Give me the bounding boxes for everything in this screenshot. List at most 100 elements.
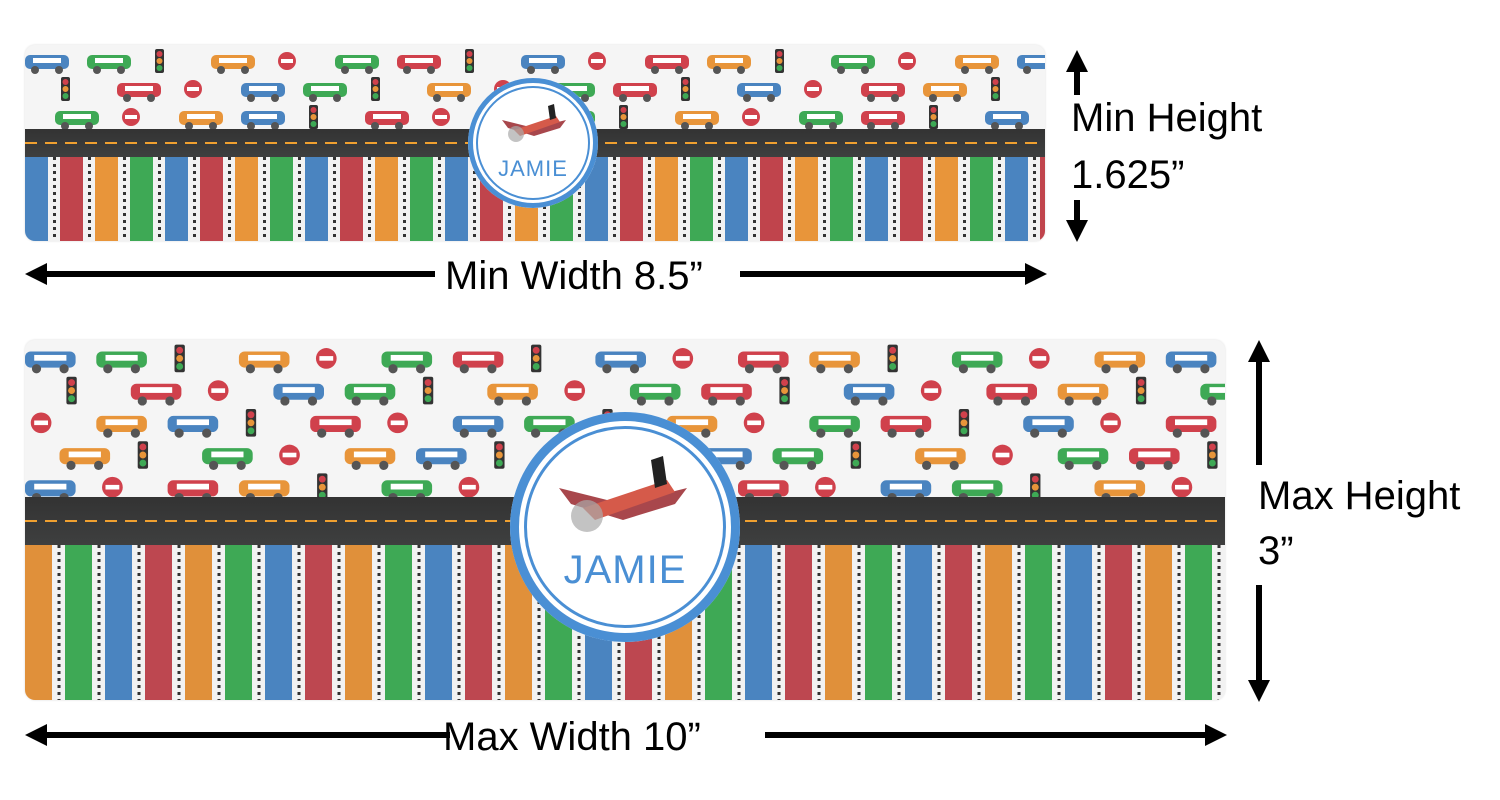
vehicle-icon [1023, 415, 1074, 438]
vehicle-icon [309, 105, 318, 129]
max-height-label: Max Height [1258, 474, 1461, 518]
vehicle-icon [25, 55, 69, 74]
vehicle-icon [1165, 351, 1217, 374]
vehicle-icon [416, 448, 467, 470]
vehicle-icon [310, 415, 361, 438]
vehicle-icon [335, 55, 379, 74]
airplane-icon [559, 456, 687, 532]
vehicle-icon [804, 80, 822, 98]
vehicle-icon [381, 351, 433, 374]
vehicle-icon [315, 348, 337, 369]
vehicle-icon [1094, 480, 1146, 497]
vehicle-icon [155, 49, 164, 73]
vehicle-icon [1017, 55, 1045, 74]
vehicle-icon [494, 441, 505, 469]
vehicle-icon [387, 412, 408, 434]
vehicle-icon [1165, 415, 1217, 438]
vehicle-icon [775, 49, 784, 73]
vehicle-icon [174, 344, 185, 373]
name-badge: JAMIE [510, 412, 740, 642]
vehicle-icon [742, 108, 760, 126]
vehicle-icon [179, 111, 223, 129]
vehicle-icon [595, 351, 646, 374]
vehicle-icon [167, 415, 219, 438]
vehicle-icon [588, 52, 606, 70]
vehicle-icon [880, 480, 932, 497]
vehicle-icon [211, 55, 255, 74]
vehicle-icon [130, 383, 182, 406]
vehicle-icon [737, 83, 781, 102]
min-height-label: Min Height [1071, 96, 1263, 140]
vehicle-icon [273, 383, 324, 406]
vehicle-icon [452, 351, 504, 374]
vehicle-icon [564, 380, 586, 401]
airplane-icon [502, 104, 566, 142]
vehicle-icon [458, 476, 480, 497]
vehicle-icon [202, 448, 253, 470]
vehicle-icon [951, 351, 1003, 374]
vehicle-icon [1094, 351, 1146, 374]
vehicle-icon [365, 111, 409, 129]
vehicle-icon [1207, 441, 1218, 469]
vehicle-icon [701, 383, 752, 406]
vehicle-icon [25, 351, 76, 374]
min-width-label: Min Width 8.5” [445, 254, 703, 298]
vehicle-icon [102, 476, 123, 497]
vehicle-icon [25, 480, 76, 497]
vehicle-icon [30, 412, 52, 434]
vehicle-icon [772, 448, 824, 470]
vehicle-icon [487, 383, 538, 406]
vehicle-icon [66, 376, 77, 405]
vehicle-icon [992, 444, 1013, 466]
vehicle-icon [452, 415, 504, 438]
vehicle-icon [738, 480, 789, 497]
vehicle-pattern [25, 45, 1045, 129]
vehicle-icon [531, 344, 542, 373]
vehicle-icon [809, 415, 860, 438]
vehicle-icon [1057, 448, 1109, 470]
vehicle-icon [184, 80, 202, 98]
vehicle-icon [1135, 376, 1147, 405]
vehicle-icon [238, 480, 290, 497]
vehicle-icon [681, 77, 690, 101]
vehicle-icon [87, 55, 131, 74]
min-size-banner: JAMIE [25, 45, 1045, 241]
vehicle-icon [619, 105, 628, 129]
max-width-arrow [25, 724, 1227, 746]
vehicle-icon [629, 383, 681, 406]
min-height-value: 1.625” [1071, 153, 1185, 197]
vehicle-icon [397, 55, 441, 74]
max-height-arrow [1248, 340, 1270, 702]
vehicle-icon [672, 348, 694, 369]
vehicle-icon [991, 77, 1000, 101]
badge-name-text: JAMIE [498, 156, 568, 181]
vehicle-icon [344, 383, 396, 406]
vehicle-icon [779, 376, 790, 405]
vehicle-icon [955, 55, 999, 74]
max-size-banner: JAMIE [25, 340, 1225, 700]
vehicle-icon [279, 444, 300, 466]
vehicle-icon [815, 476, 836, 497]
vehicle-icon [1057, 383, 1109, 406]
vehicle-icon [743, 412, 765, 434]
vehicle-icon [96, 415, 147, 438]
vehicle-icon [613, 83, 657, 102]
min-height-arrow [1066, 50, 1088, 242]
vehicle-icon [675, 111, 719, 129]
vehicle-icon [1200, 383, 1225, 406]
vehicle-icon [1028, 348, 1050, 369]
vehicle-icon [707, 55, 751, 74]
vehicle-icon [427, 83, 471, 102]
vehicle-icon [521, 55, 565, 74]
vehicle-icon [344, 448, 396, 470]
vehicle-icon [432, 108, 450, 126]
name-badge: JAMIE [468, 78, 598, 208]
vehicle-icon [1030, 473, 1041, 497]
vehicle-icon [915, 448, 966, 470]
vehicle-icon [465, 49, 474, 73]
vehicle-icon [799, 111, 843, 129]
vehicle-icon [1100, 412, 1121, 434]
vehicle-icon [1129, 448, 1180, 470]
vehicle-icon [96, 351, 147, 374]
vehicle-icon [843, 383, 895, 406]
